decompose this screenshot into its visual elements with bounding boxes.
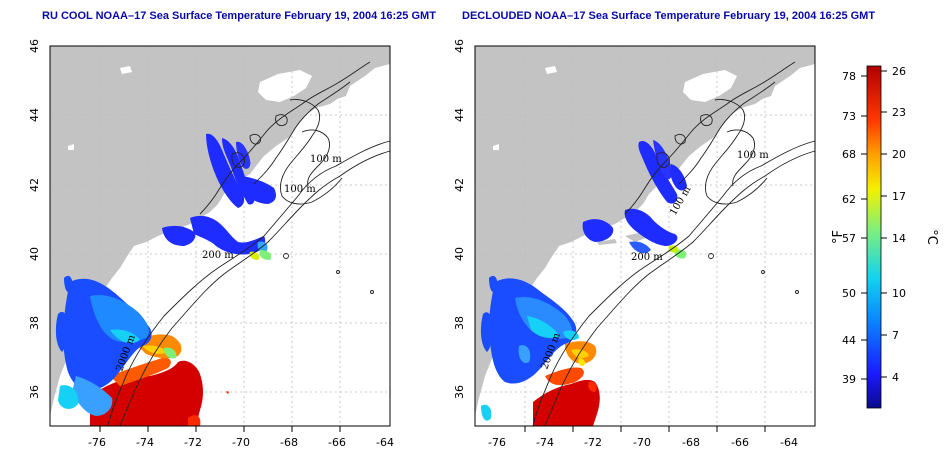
left-y-axis: 36 38 40 42 44 46 bbox=[28, 39, 41, 399]
left-y-tick-label: 42 bbox=[28, 178, 41, 192]
colorbar-f-label: 44 bbox=[842, 334, 856, 347]
left-map-panel[interactable]: 100 m 100 m 200 m 2000 m bbox=[49, 45, 391, 427]
colorbar-fahrenheit-ticks bbox=[861, 75, 867, 380]
right-panel-title: DECLOUDED NOAA–17 Sea Surface Temperatur… bbox=[462, 10, 876, 22]
colorbar-c-label: 14 bbox=[892, 232, 906, 245]
colorbar-c-label: 10 bbox=[892, 287, 906, 300]
fahrenheit-unit-label: °F bbox=[831, 230, 846, 244]
left-y-tick-label: 36 bbox=[28, 385, 41, 399]
colorbar-c-label: 17 bbox=[892, 190, 906, 203]
right-x-tick-label: -74 bbox=[536, 436, 554, 449]
colorbar-c-label: 23 bbox=[892, 106, 906, 119]
left-x-tick-label: -72 bbox=[184, 436, 202, 449]
left-y-tick-label: 46 bbox=[28, 39, 41, 53]
right-x-axis: -76 -74 -72 -70 -68 -66 -64 bbox=[488, 426, 798, 449]
right-map-frame bbox=[474, 45, 816, 427]
right-y-tick-label: 46 bbox=[453, 39, 466, 53]
right-x-tick-label: -76 bbox=[488, 436, 506, 449]
colorbar-gradient bbox=[866, 65, 882, 409]
temperature-colorbar: 78 73 68 62 57 50 44 39 26 23 20 17 14 1… bbox=[831, 65, 939, 409]
left-map-frame bbox=[49, 45, 391, 427]
colorbar-c-label: 7 bbox=[892, 329, 899, 342]
right-y-tick-label: 44 bbox=[453, 108, 466, 122]
right-y-tick-label: 36 bbox=[453, 385, 466, 399]
right-y-tick-label: 42 bbox=[453, 178, 466, 192]
colorbar-c-label: 26 bbox=[892, 65, 906, 78]
left-sst-field bbox=[55, 133, 276, 426]
left-y-tick-label: 44 bbox=[28, 108, 41, 122]
colorbar-f-label: 62 bbox=[842, 193, 856, 206]
right-x-tick-label: -72 bbox=[584, 436, 602, 449]
left-x-tick-label: -70 bbox=[232, 436, 250, 449]
left-contour-label-200m: 200 m bbox=[202, 250, 234, 261]
right-x-tick-label: -66 bbox=[731, 436, 749, 449]
colorbar-f-label: 78 bbox=[842, 70, 856, 83]
left-x-tick-label: -68 bbox=[280, 436, 298, 449]
right-y-tick-label: 38 bbox=[453, 316, 466, 330]
left-x-tick-marks bbox=[99, 426, 341, 432]
left-x-tick-label: -64 bbox=[376, 436, 394, 449]
right-sst-field bbox=[480, 140, 687, 426]
right-y-tick-label: 40 bbox=[453, 247, 466, 261]
left-y-tick-label: 40 bbox=[28, 247, 41, 261]
right-map-panel[interactable]: 100 m 100 m 200 m 2000 m bbox=[474, 45, 816, 427]
right-x-tick-label: -68 bbox=[682, 436, 700, 449]
left-contour-label-100m-south: 100 m bbox=[284, 184, 316, 195]
colorbar-f-label: 50 bbox=[842, 287, 856, 300]
left-x-axis: -76 -74 -72 -70 -68 -66 -64 bbox=[88, 426, 394, 449]
colorbar-f-label: 73 bbox=[842, 110, 856, 123]
colorbar-celsius-ticks bbox=[881, 70, 887, 378]
celsius-unit-label: °C bbox=[924, 229, 939, 245]
colorbar-f-label: 68 bbox=[842, 148, 856, 161]
right-contour-label-100m-north: 100 m bbox=[737, 150, 769, 161]
right-x-tick-label: -70 bbox=[633, 436, 651, 449]
colorbar-f-label: 39 bbox=[842, 373, 856, 386]
right-y-axis: 36 38 40 42 44 46 bbox=[453, 39, 466, 399]
left-x-tick-label: -74 bbox=[136, 436, 154, 449]
left-panel-title: RU COOL NOAA–17 Sea Surface Temperature … bbox=[42, 10, 436, 22]
left-x-tick-label: -66 bbox=[328, 436, 346, 449]
left-x-tick-label: -76 bbox=[88, 436, 106, 449]
colorbar-f-label: 57 bbox=[842, 232, 856, 245]
colorbar-c-label: 4 bbox=[892, 371, 899, 384]
right-contour-label-200m: 200 m bbox=[631, 252, 663, 263]
left-contour-label-100m-north: 100 m bbox=[310, 154, 342, 165]
right-x-tick-marks bbox=[524, 426, 766, 432]
left-y-tick-label: 38 bbox=[28, 316, 41, 330]
colorbar-c-label: 20 bbox=[892, 148, 906, 161]
right-x-tick-label: -64 bbox=[780, 436, 798, 449]
